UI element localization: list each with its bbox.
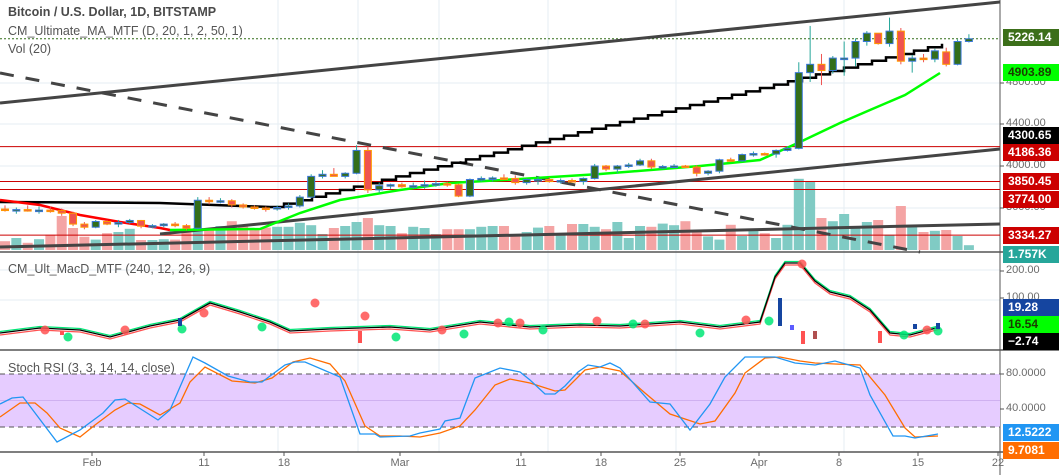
macd-axis-tick: 200.00 bbox=[1006, 264, 1040, 276]
time-axis-label: 11 bbox=[198, 457, 210, 469]
time-axis-label: 8 bbox=[835, 457, 843, 469]
stoch-axis-tick: 80.0000 bbox=[1006, 367, 1046, 379]
price-label-ma-slow: 4300.65 bbox=[1003, 127, 1059, 144]
time-axis-label: 22 bbox=[991, 457, 1005, 469]
price-label-level-4: 3334.27 bbox=[1003, 227, 1059, 244]
stoch-axis-tick: 40.0000 bbox=[1006, 402, 1046, 414]
chart-title: Bitcoin / U.S. Dollar, 1D, BITSTAMP bbox=[8, 5, 217, 19]
price-axis-tick: 4000.00 bbox=[1006, 159, 1046, 171]
price-label-last-price: 5226.14 bbox=[1003, 29, 1059, 46]
price-axis-tick: 4400.00 bbox=[1006, 117, 1046, 129]
time-axis-label: Feb bbox=[82, 457, 102, 469]
price-label-level-3: 3774.00 bbox=[1003, 191, 1059, 208]
price-label-ma-fast: 4903.89 bbox=[1003, 64, 1059, 81]
price-label-macd: 19.28 bbox=[1003, 299, 1059, 316]
price-label-level-1: 4186.36 bbox=[1003, 144, 1059, 161]
time-axis-label: 15 bbox=[911, 457, 925, 469]
volume-indicator-legend[interactable]: Vol (20) bbox=[8, 42, 52, 56]
price-label-k: 12.5222 bbox=[1003, 424, 1059, 441]
macd-indicator-legend[interactable]: CM_Ult_MacD_MTF (240, 12, 26, 9) bbox=[8, 262, 211, 276]
price-label-volume: 1.757K bbox=[1003, 246, 1059, 263]
time-axis-label: 18 bbox=[277, 457, 291, 469]
stoch-rsi-indicator-legend[interactable]: Stoch RSI (3, 3, 14, 14, close) bbox=[8, 361, 175, 375]
time-axis-label: 18 bbox=[594, 457, 608, 469]
price-label-histogram: −2.74 bbox=[1003, 333, 1059, 350]
time-axis-label: Apr bbox=[750, 457, 768, 469]
price-label-level-2: 3850.45 bbox=[1003, 173, 1059, 190]
time-axis-label: 25 bbox=[673, 457, 687, 469]
time-axis-label: Mar bbox=[390, 457, 410, 469]
ma-indicator-legend[interactable]: CM_Ultimate_MA_MTF (D, 20, 1, 2, 50, 1) bbox=[8, 24, 243, 38]
time-axis-label: 11 bbox=[515, 457, 527, 469]
price-label-signal: 16.54 bbox=[1003, 316, 1059, 333]
price-label-d: 9.7081 bbox=[1003, 442, 1059, 459]
